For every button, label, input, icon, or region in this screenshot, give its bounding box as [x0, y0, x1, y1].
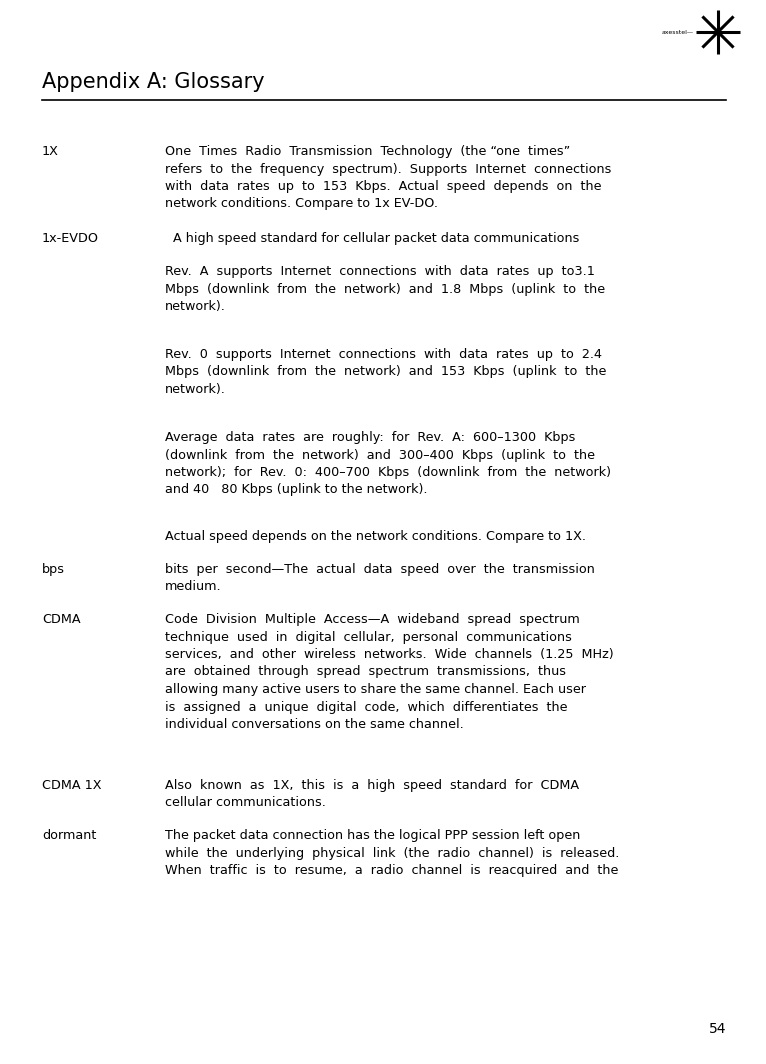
Text: refers  to  the  frequency  spectrum).  Supports  Internet  connections: refers to the frequency spectrum). Suppo…: [165, 163, 611, 176]
Text: Mbps  (downlink  from  the  network)  and  153  Kbps  (uplink  to  the: Mbps (downlink from the network) and 153…: [165, 366, 607, 379]
Text: network);  for  Rev.  0:  400–700  Kbps  (downlink  from  the  network): network); for Rev. 0: 400–700 Kbps (down…: [165, 466, 611, 479]
Text: CDMA: CDMA: [42, 613, 80, 626]
Text: is  assigned  a  unique  digital  code,  which  differentiates  the: is assigned a unique digital code, which…: [165, 700, 568, 714]
Text: medium.: medium.: [165, 581, 221, 594]
Text: When  traffic  is  to  resume,  a  radio  channel  is  reacquired  and  the: When traffic is to resume, a radio chann…: [165, 864, 618, 877]
Text: Also  known  as  1X,  this  is  a  high  speed  standard  for  CDMA: Also known as 1X, this is a high speed s…: [165, 779, 579, 792]
Text: cellular communications.: cellular communications.: [165, 797, 326, 810]
Text: while  the  underlying  physical  link  (the  radio  channel)  is  released.: while the underlying physical link (the …: [165, 847, 620, 860]
Text: Rev.  0  supports  Internet  connections  with  data  rates  up  to  2.4: Rev. 0 supports Internet connections wit…: [165, 348, 602, 361]
Text: Average  data  rates  are  roughly:  for  Rev.  A:  600–1300  Kbps: Average data rates are roughly: for Rev.…: [165, 431, 575, 444]
Text: Code  Division  Multiple  Access—A  wideband  spread  spectrum: Code Division Multiple Access—A wideband…: [165, 613, 580, 626]
Text: network conditions. Compare to 1x EV-DO.: network conditions. Compare to 1x EV-DO.: [165, 198, 438, 211]
Text: services,  and  other  wireless  networks.  Wide  channels  (1.25  MHz): services, and other wireless networks. W…: [165, 648, 614, 661]
Text: CDMA 1X: CDMA 1X: [42, 779, 102, 792]
Text: individual conversations on the same channel.: individual conversations on the same cha…: [165, 718, 463, 731]
Text: axesstel—: axesstel—: [662, 30, 694, 34]
Text: are  obtained  through  spread  spectrum  transmissions,  thus: are obtained through spread spectrum tra…: [165, 665, 566, 679]
Text: bits  per  second—The  actual  data  speed  over  the  transmission: bits per second—The actual data speed ov…: [165, 563, 595, 576]
Text: Appendix A: Glossary: Appendix A: Glossary: [42, 72, 264, 92]
Text: technique  used  in  digital  cellular,  personal  communications: technique used in digital cellular, pers…: [165, 631, 572, 644]
Text: network).: network).: [165, 300, 226, 313]
Text: 1x-EVDO: 1x-EVDO: [42, 232, 99, 245]
Text: Actual speed depends on the network conditions. Compare to 1X.: Actual speed depends on the network cond…: [165, 530, 586, 543]
Text: Mbps  (downlink  from  the  network)  and  1.8  Mbps  (uplink  to  the: Mbps (downlink from the network) and 1.8…: [165, 283, 605, 296]
Text: 1X: 1X: [42, 145, 59, 157]
Text: network).: network).: [165, 383, 226, 396]
Text: (downlink  from  the  network)  and  300–400  Kbps  (uplink  to  the: (downlink from the network) and 300–400 …: [165, 449, 595, 462]
Text: A high speed standard for cellular packet data communications: A high speed standard for cellular packe…: [165, 232, 579, 245]
Text: dormant: dormant: [42, 829, 97, 842]
Text: allowing many active users to share the same channel. Each user: allowing many active users to share the …: [165, 683, 586, 696]
Text: Rev.  A  supports  Internet  connections  with  data  rates  up  to3.1: Rev. A supports Internet connections wit…: [165, 265, 595, 278]
Text: One  Times  Radio  Transmission  Technology  (the “one  times”: One Times Radio Transmission Technology …: [165, 145, 570, 157]
Text: 54: 54: [709, 1023, 726, 1036]
Text: bps: bps: [42, 563, 65, 576]
Text: The packet data connection has the logical PPP session left open: The packet data connection has the logic…: [165, 829, 581, 842]
Text: with  data  rates  up  to  153  Kbps.  Actual  speed  depends  on  the: with data rates up to 153 Kbps. Actual s…: [165, 180, 601, 193]
Text: and 40   80 Kbps (uplink to the network).: and 40 80 Kbps (uplink to the network).: [165, 483, 427, 497]
